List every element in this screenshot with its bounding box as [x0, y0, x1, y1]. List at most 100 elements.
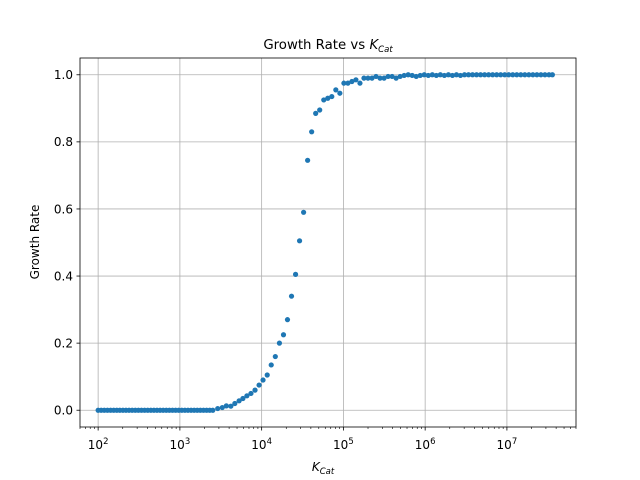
x-tick-label-exponent: 5: [348, 437, 353, 447]
x-axis-label: KCat: [312, 460, 335, 477]
x-tick-label-exponent: 7: [512, 437, 517, 447]
data-point: [473, 72, 480, 78]
data-point: [309, 129, 315, 135]
data-point: [365, 75, 371, 81]
data-point: [477, 72, 484, 78]
data-point: [401, 72, 407, 79]
x-tick-label-base: 10: [88, 438, 103, 452]
data-point: [333, 87, 339, 93]
x-tick-label: 102: [88, 437, 109, 452]
data-point: [502, 72, 508, 78]
x-tick-label-exponent: 3: [185, 437, 190, 447]
x-tick-label: 107: [497, 437, 518, 452]
data-point: [417, 72, 423, 79]
data-point: [248, 390, 254, 397]
data-point: [305, 157, 311, 163]
y-tick-label: 0.6: [54, 202, 73, 216]
data-point: [445, 72, 452, 78]
data-point: [409, 72, 415, 79]
plot-area-frame: [79, 57, 577, 428]
y-axis-label: Growth Rate: [28, 205, 42, 280]
x-axis-label-math-sub: Cat: [320, 467, 335, 477]
x-axis-label-math-base: K: [312, 460, 321, 474]
data-point: [453, 72, 460, 78]
y-tick-label: 0.0: [54, 404, 73, 418]
data-point: [236, 398, 242, 404]
data-point: [465, 72, 472, 78]
data-point: [244, 393, 250, 399]
data-point: [530, 72, 536, 78]
x-tick-label: 104: [251, 437, 272, 452]
data-point: [353, 77, 359, 83]
data-point: [301, 209, 307, 215]
data-point: [219, 404, 225, 411]
data-point: [260, 377, 266, 383]
data-point: [437, 72, 443, 78]
data-point: [549, 72, 555, 78]
x-tick-label: 105: [333, 437, 354, 452]
data-point: [280, 332, 287, 338]
data-point: [296, 238, 303, 244]
data-point: [240, 395, 246, 402]
chart-title-math-base: K: [369, 38, 379, 53]
data-point: [361, 75, 367, 81]
data-point: [522, 72, 528, 78]
data-point: [268, 362, 274, 368]
x-tick-label: 106: [415, 437, 436, 452]
data-point: [215, 405, 221, 412]
data-point: [264, 372, 270, 378]
data-point: [482, 72, 488, 78]
data-point: [373, 73, 379, 80]
data-point: [542, 72, 548, 78]
data-point: [494, 72, 500, 78]
data-point: [510, 72, 516, 78]
data-point: [506, 72, 512, 78]
y-tick-label: 0.4: [54, 269, 73, 283]
data-point: [292, 271, 299, 277]
x-tick-label-base: 10: [333, 438, 348, 452]
data-point: [490, 72, 496, 78]
data-point: [498, 72, 504, 78]
x-tick-label-base: 10: [415, 438, 430, 452]
chart-title: Growth Rate vs KCat: [263, 38, 393, 55]
data-points: [95, 72, 555, 413]
data-point: [421, 72, 427, 78]
data-point: [393, 75, 399, 81]
data-point: [337, 90, 343, 96]
data-point: [385, 73, 391, 80]
data-point: [284, 317, 291, 323]
chart-title-text: Growth Rate vs: [263, 38, 369, 53]
grid-lines: [80, 58, 576, 427]
data-point: [272, 353, 278, 360]
data-point: [345, 80, 351, 86]
data-point: [252, 387, 258, 393]
data-point: [369, 75, 375, 81]
y-tick-label: 0.2: [54, 336, 73, 350]
data-point: [377, 75, 383, 81]
x-tick-label-base: 10: [497, 438, 512, 452]
data-point: [389, 73, 395, 80]
data-point: [325, 95, 331, 101]
data-point: [313, 110, 319, 116]
data-point: [321, 97, 327, 103]
x-tick-label-base: 10: [251, 438, 266, 452]
data-point: [256, 382, 262, 388]
y-tick-label: 0.8: [54, 135, 73, 149]
data-point: [210, 407, 216, 413]
data-point: [413, 73, 419, 80]
data-point: [441, 72, 447, 79]
x-tick-label: 103: [170, 437, 191, 452]
data-point: [228, 403, 234, 409]
data-point: [534, 72, 540, 78]
data-point: [526, 72, 532, 78]
x-tick-label-exponent: 4: [267, 437, 272, 447]
data-point: [538, 72, 544, 78]
data-point: [381, 75, 387, 81]
data-point: [486, 72, 492, 78]
x-tick-label-exponent: 6: [430, 437, 435, 447]
data-point: [518, 72, 524, 78]
data-point: [317, 107, 323, 113]
data-point: [276, 340, 283, 346]
